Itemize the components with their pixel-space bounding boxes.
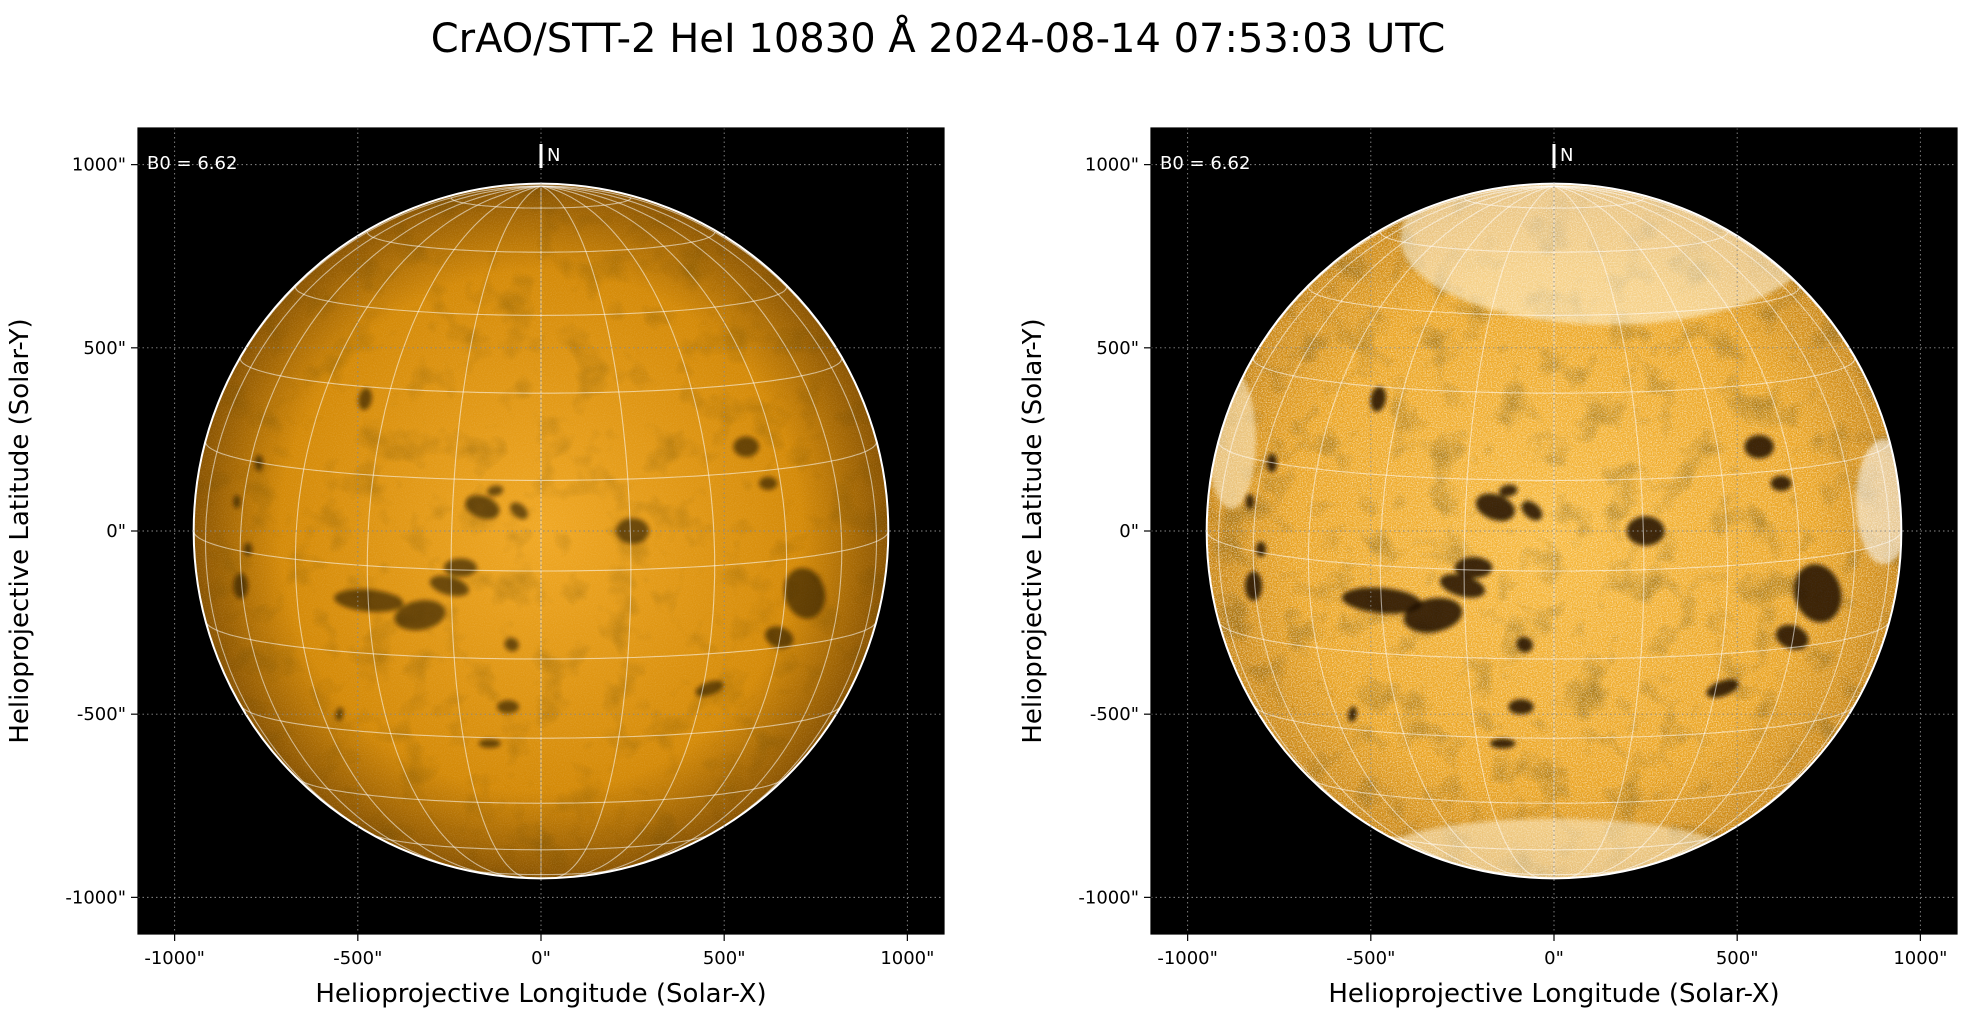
dark-feature: [1245, 494, 1255, 510]
dark-feature: [487, 485, 504, 496]
dark-feature: [465, 495, 500, 520]
dark-feature: [358, 388, 372, 410]
dark-feature: [443, 558, 477, 577]
longitude-line: [1307, 185, 1555, 877]
dark-feature: [1348, 706, 1357, 722]
x-tick-label: -500": [1346, 948, 1395, 969]
longitude-line: [1553, 185, 1891, 847]
b0-annotation: B0 = 6.62: [147, 153, 237, 174]
dark-feature: [335, 707, 344, 721]
dark-feature: [243, 542, 253, 556]
dark-feature: [1626, 516, 1665, 546]
dark-feature: [254, 455, 264, 472]
dark-feature: [1508, 699, 1534, 715]
longitude-line: [1463, 185, 1555, 879]
dark-feature: [233, 573, 248, 599]
longitude-line: [366, 185, 542, 879]
b0-annotation: B0 = 6.62: [1160, 153, 1250, 174]
longitude-line: [540, 185, 716, 879]
x-axis-label: Helioprojective Longitude (Solar-X): [315, 979, 766, 1009]
dark-feature: [758, 476, 778, 490]
x-tick-label: -1000": [144, 948, 205, 969]
dark-feature: [1775, 624, 1809, 650]
dark-feature: [1770, 475, 1792, 491]
x-tick-label: 500": [1716, 948, 1759, 969]
longitude-line: [450, 185, 542, 879]
dark-feature: [695, 680, 724, 697]
dark-feature: [616, 518, 650, 544]
dark-feature: [478, 739, 501, 748]
dark-feature: [764, 626, 794, 649]
solar-limb: [192, 182, 890, 880]
longitude-line: [540, 185, 878, 847]
y-axis-label: Helioprojective Latitude (Solar-Y): [5, 318, 35, 743]
dark-feature: [1499, 484, 1518, 497]
x-tick-label: 1000": [1893, 948, 1947, 969]
y-tick-label: 500": [83, 338, 126, 359]
dark-feature: [1454, 557, 1493, 579]
dark-features: [233, 388, 826, 748]
y-tick-label: 500": [1096, 338, 1139, 359]
y-tick-label: -1000": [1078, 887, 1139, 908]
dark-feature: [1794, 564, 1842, 623]
dark-feature: [784, 567, 826, 619]
dark-feature: [233, 495, 241, 509]
dark-feature: [504, 637, 519, 652]
longitude-line: [1553, 185, 1856, 872]
dark-feature: [429, 575, 470, 597]
dark-feature: [1521, 501, 1543, 521]
longitude-line: [1553, 185, 1801, 877]
y-tick-label: 0": [1119, 521, 1139, 542]
dark-feature: [1403, 597, 1463, 633]
dark-feature: [510, 502, 528, 520]
north-label: N: [1560, 145, 1573, 166]
dark-feature: [1490, 738, 1516, 749]
longitude-line: [1553, 185, 1645, 879]
y-tick-label: 1000": [1085, 155, 1139, 176]
longitude-line: [1553, 185, 1729, 879]
dark-feature: [1370, 386, 1386, 412]
dark-feature: [1516, 636, 1533, 653]
dark-feature: [733, 436, 759, 457]
y-tick-label: -500": [77, 704, 126, 725]
x-tick-label: 1000": [880, 948, 934, 969]
x-tick-label: -1000": [1157, 948, 1218, 969]
x-tick-label: 0": [1544, 948, 1564, 969]
longitude-line: [1217, 185, 1555, 847]
y-tick-label: 0": [106, 521, 126, 542]
longitude-line: [294, 185, 542, 877]
dark-feature: [1255, 541, 1266, 557]
dark-feature: [394, 600, 446, 631]
solar-limb: [1205, 182, 1903, 880]
y-tick-label: 1000": [72, 155, 126, 176]
dark-feature: [1439, 574, 1485, 598]
x-axis-label: Helioprojective Longitude (Solar-X): [1328, 979, 1779, 1009]
y-axis-label: Helioprojective Latitude (Solar-Y): [1018, 318, 1048, 743]
longitude-line: [540, 185, 632, 879]
longitude-line: [239, 185, 542, 872]
right-panel: -1000" -500" 0" 500" 1000" -1000" -500" 0" 500" 1…: [1018, 127, 1958, 1009]
x-tick-label: -500": [333, 948, 382, 969]
dark-features: [1245, 386, 1842, 749]
dark-feature: [1245, 571, 1263, 601]
y-tick-label: -1000": [65, 887, 126, 908]
figure-title: CrAO/STT-2 HeI 10830 Å 2024-08-14 07:53:…: [431, 14, 1446, 62]
dark-feature: [497, 700, 520, 714]
longitude-line: [204, 185, 542, 847]
dark-feature: [1475, 493, 1515, 521]
axis-grid: [138, 128, 944, 934]
left-panel: -1000" -500" 0" 500" 1000" -1000" -500" 0" 500" 1…: [5, 127, 945, 1009]
axis-grid: [1151, 128, 1957, 934]
y-tick-label: -500": [1090, 704, 1139, 725]
north-label: N: [547, 145, 560, 166]
x-tick-label: 500": [703, 948, 746, 969]
longitude-line: [1252, 185, 1555, 872]
longitude-line: [1379, 185, 1555, 879]
longitude-line: [540, 185, 788, 877]
x-tick-label: 0": [531, 948, 551, 969]
dark-feature: [1266, 453, 1277, 473]
longitude-line: [540, 185, 843, 872]
dark-feature: [1744, 434, 1774, 459]
